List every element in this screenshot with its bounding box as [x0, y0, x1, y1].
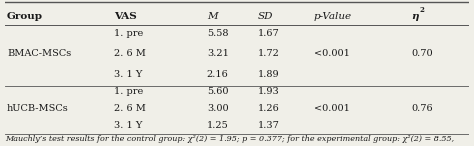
- Text: BMAC-MSCs: BMAC-MSCs: [7, 49, 71, 58]
- Text: SD: SD: [258, 12, 273, 21]
- Text: 5.60: 5.60: [207, 87, 228, 96]
- Text: Mauchly’s test results for the control group: χ²(2) = 1.95; p = 0.377; for the e: Mauchly’s test results for the control g…: [5, 135, 454, 143]
- Text: 5.58: 5.58: [207, 29, 228, 38]
- Text: 1.93: 1.93: [258, 87, 280, 96]
- Text: M: M: [207, 12, 218, 21]
- Text: 1. pre: 1. pre: [114, 29, 143, 38]
- Text: 1.67: 1.67: [258, 29, 280, 38]
- Text: p-Value: p-Value: [314, 12, 352, 21]
- Text: 3.00: 3.00: [207, 104, 228, 113]
- Text: 1.26: 1.26: [258, 104, 280, 113]
- Text: η: η: [411, 12, 419, 21]
- Text: 0.70: 0.70: [411, 49, 433, 58]
- Text: 2. 6 M: 2. 6 M: [114, 104, 146, 113]
- Text: <0.001: <0.001: [314, 104, 349, 113]
- Text: 1. pre: 1. pre: [114, 87, 143, 96]
- Text: 1.37: 1.37: [258, 121, 280, 130]
- Text: VAS: VAS: [114, 12, 137, 21]
- Text: Group: Group: [7, 12, 43, 21]
- Text: 2.16: 2.16: [207, 70, 228, 79]
- Text: 0.76: 0.76: [411, 104, 433, 113]
- Text: 1.72: 1.72: [258, 49, 280, 58]
- Text: 1.25: 1.25: [207, 121, 228, 130]
- Text: 3. 1 Y: 3. 1 Y: [114, 70, 142, 79]
- Text: 1.89: 1.89: [258, 70, 280, 79]
- Text: 2. 6 M: 2. 6 M: [114, 49, 146, 58]
- Text: hUCB-MSCs: hUCB-MSCs: [7, 104, 69, 113]
- Text: <0.001: <0.001: [314, 49, 349, 58]
- Text: 2: 2: [419, 6, 424, 14]
- Text: 3.21: 3.21: [207, 49, 228, 58]
- Text: 3. 1 Y: 3. 1 Y: [114, 121, 142, 130]
